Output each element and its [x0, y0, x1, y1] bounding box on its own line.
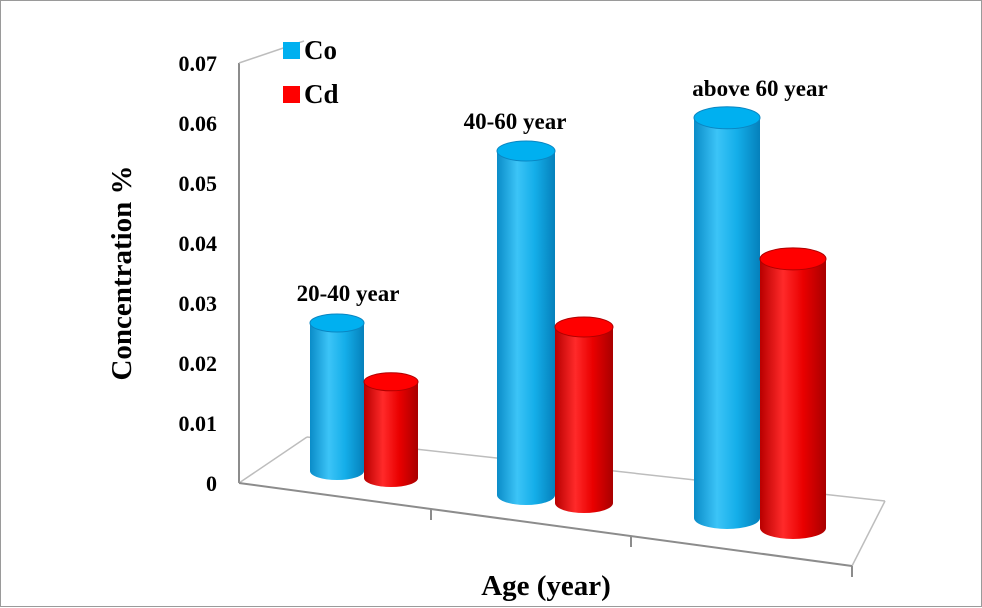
y-tick-label: 0: [206, 471, 217, 496]
y-tick-label: 0.06: [179, 111, 218, 136]
bar-top-co: [496, 140, 556, 162]
bars: [309, 106, 827, 539]
legend-swatch-co: [283, 42, 300, 59]
bar-co-3: [693, 106, 761, 530]
x-axis-title: Age (year): [481, 570, 611, 602]
y-axis-title: Concentration %: [106, 165, 138, 380]
bar-cd-2: [554, 316, 614, 513]
legend-swatch-cd: [283, 86, 300, 103]
bar-co-2: [496, 140, 556, 505]
bar-body-cd: [364, 381, 418, 487]
bar-top-co: [309, 313, 365, 333]
bar-top-cd: [363, 372, 419, 392]
legend: Co Cd: [283, 35, 339, 109]
y-tick-label: 0.05: [179, 171, 218, 196]
category-label: 40-60 year: [464, 109, 567, 134]
category-label: 20-40 year: [297, 281, 400, 306]
bar-cd-1: [363, 372, 419, 487]
floor-right-edge: [851, 500, 886, 567]
y-tick-label: 0.07: [179, 51, 218, 76]
bar-co-1: [309, 313, 365, 480]
bar-top-cd: [759, 247, 827, 271]
bar-body-cd: [760, 258, 826, 539]
bar-top-co: [693, 106, 761, 130]
bar-body-cd: [555, 327, 613, 513]
y-axis-ticks: 0 0.01 0.02 0.03 0.04 0.05 0.06 0.07: [179, 51, 218, 496]
legend-label-co: Co: [304, 35, 337, 65]
category-labels: 20-40 year 40-60 year above 60 year: [297, 76, 828, 306]
bar-top-cd: [554, 316, 614, 338]
legend-label-cd: Cd: [304, 79, 339, 109]
x-axis-line: [238, 482, 853, 567]
bar-body-co: [497, 151, 555, 505]
y-tick-label: 0.01: [179, 411, 218, 436]
y-tick-label: 0.02: [179, 351, 218, 376]
bar-cd-3: [759, 247, 827, 539]
y-tick-label: 0.04: [179, 231, 218, 256]
y-tick-label: 0.03: [179, 291, 218, 316]
floor-left-edge: [238, 436, 308, 484]
bar-body-co: [310, 323, 364, 480]
category-label: above 60 year: [692, 76, 827, 101]
bar-body-co: [694, 117, 760, 530]
